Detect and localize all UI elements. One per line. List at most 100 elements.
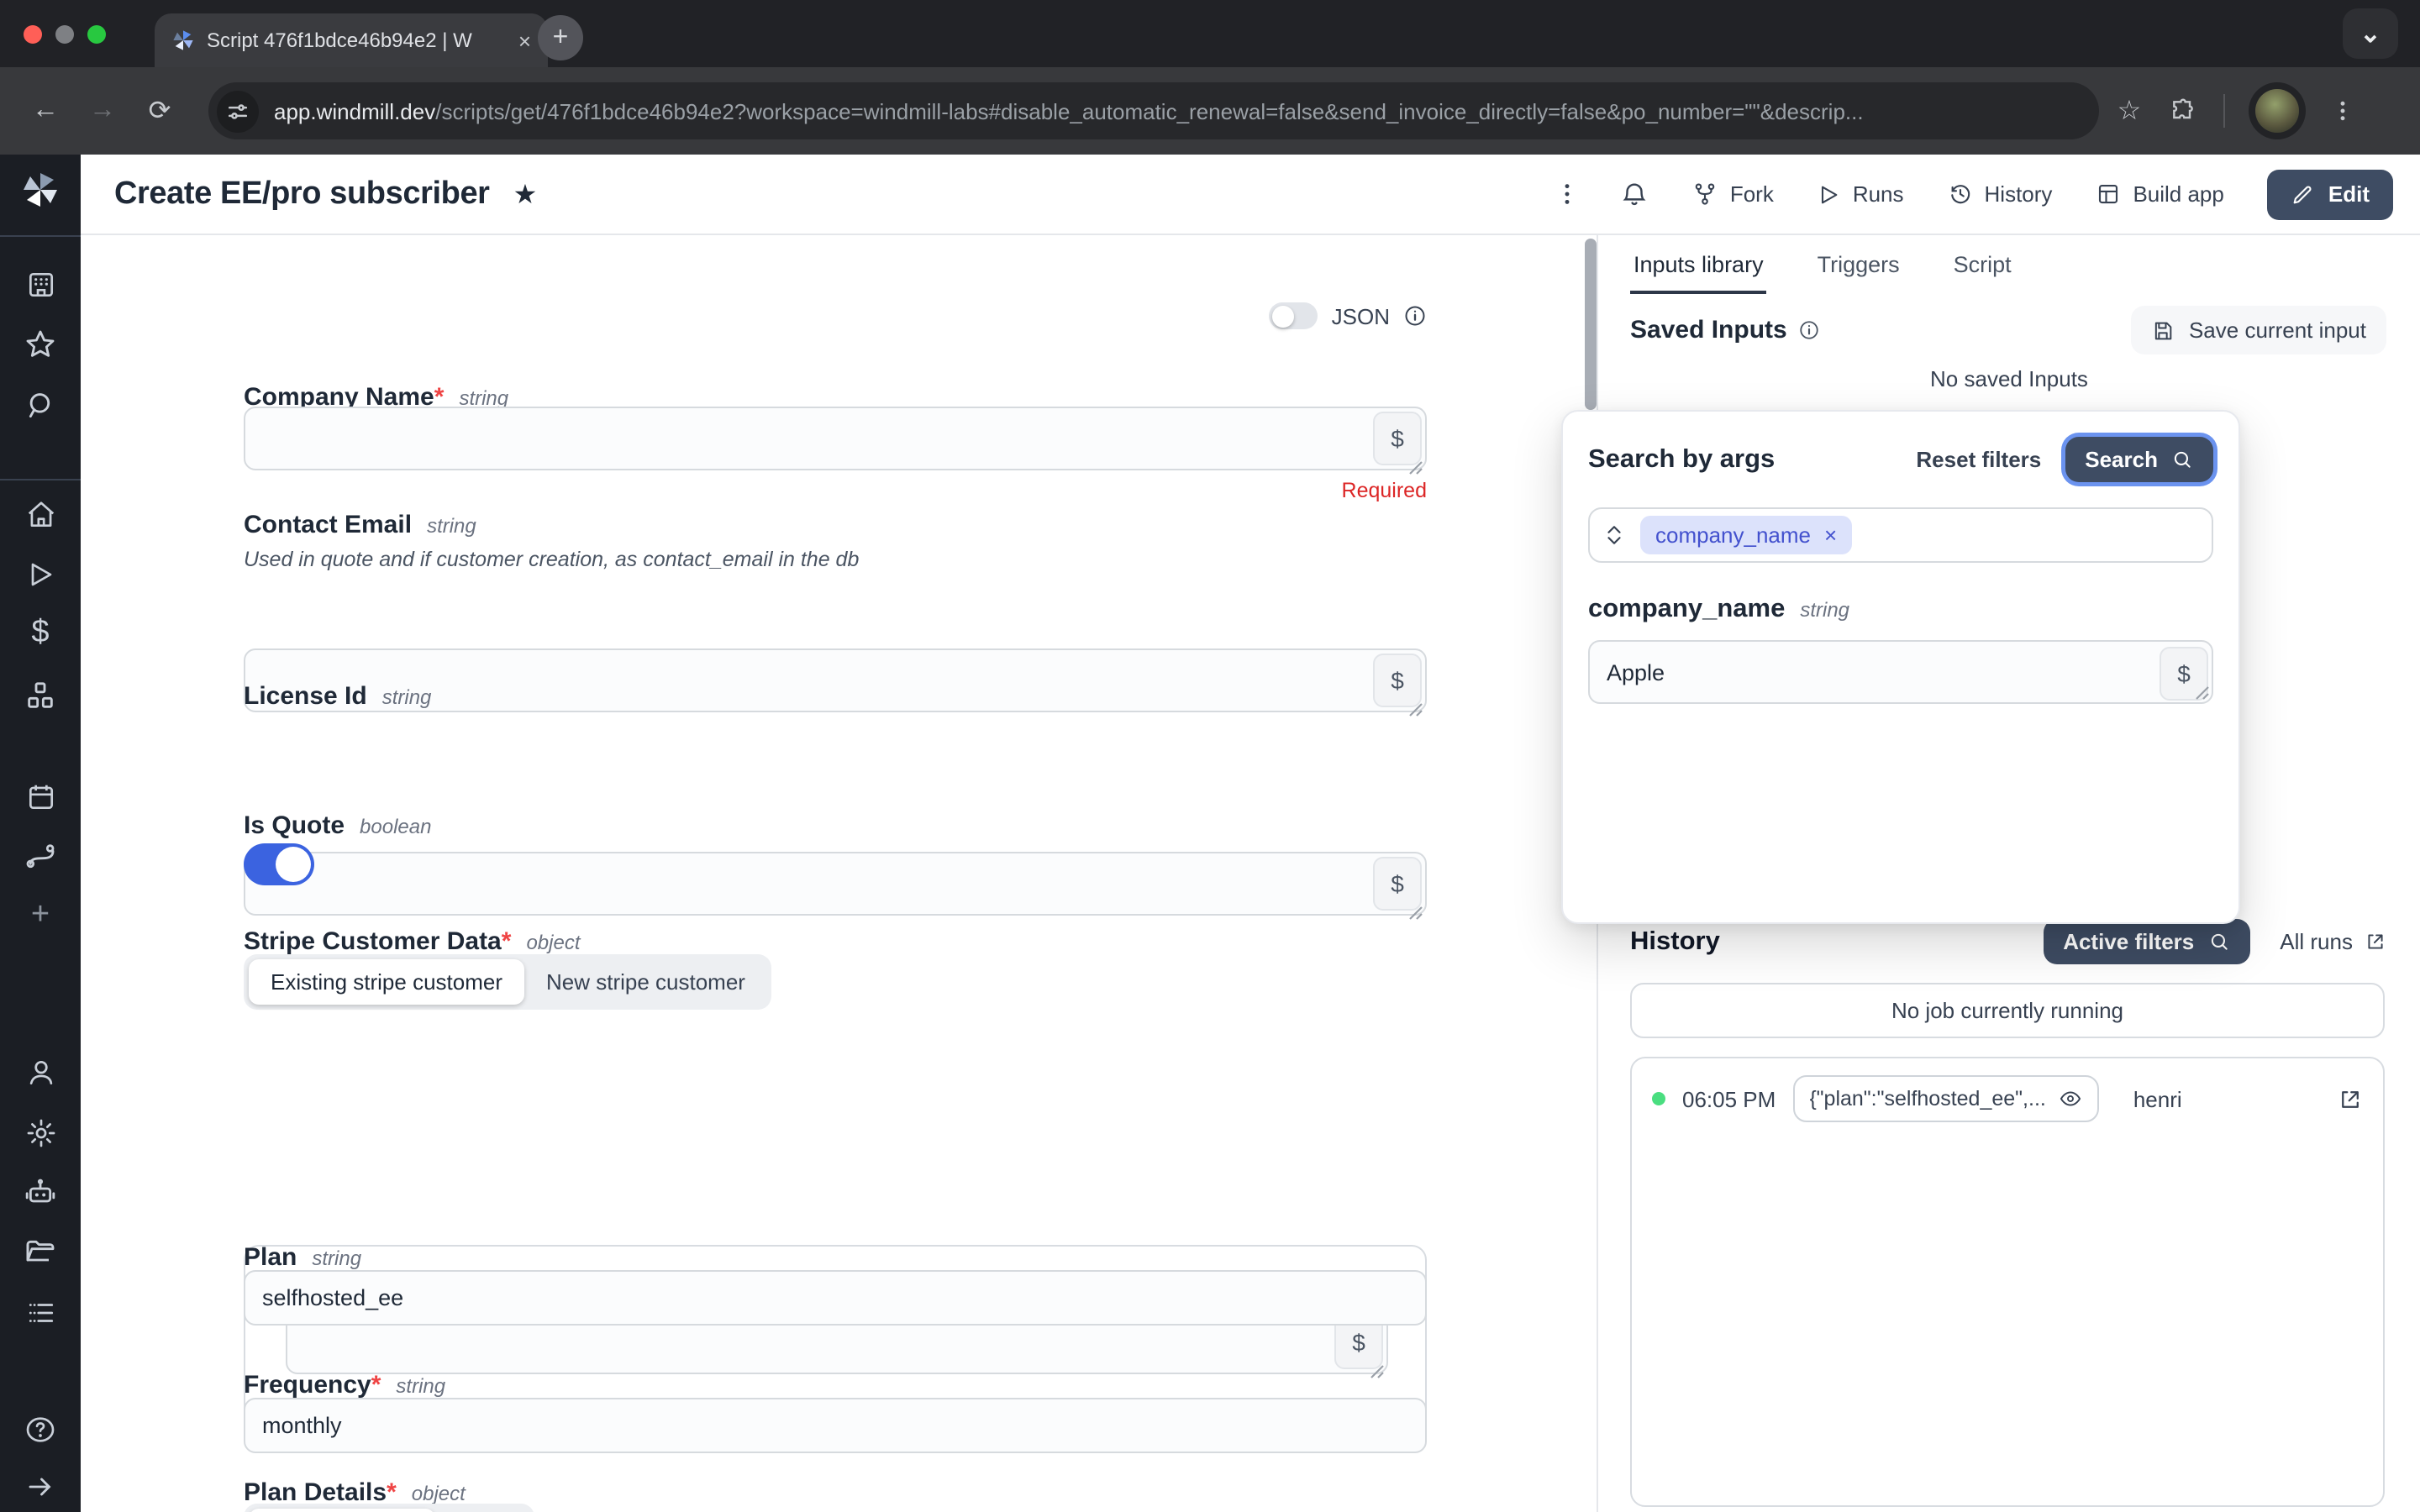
browser-tab[interactable]: Script 476f1bdce46b94e2 | W × [155, 13, 548, 67]
layout-icon [2099, 184, 2118, 204]
sidebar-item-audit-logs[interactable] [0, 1287, 81, 1337]
frequency-label: Frequency [244, 1371, 371, 1399]
license-id-input[interactable] [244, 852, 1427, 916]
search-icon [2174, 451, 2191, 468]
resize-handle-icon[interactable] [1408, 906, 1423, 921]
site-settings-icon[interactable] [217, 90, 259, 132]
zoom-window-button[interactable] [87, 25, 106, 44]
sidebar-item-billing[interactable]: $ [0, 608, 81, 659]
info-icon [1405, 306, 1425, 326]
eye-icon[interactable] [2060, 1087, 2083, 1110]
resize-handle-icon[interactable] [1408, 460, 1423, 475]
plan-details-tab-active[interactable] [249, 1509, 435, 1512]
sidebar-item-settings[interactable] [0, 1107, 81, 1158]
save-current-input-button[interactable]: Save current input [2131, 306, 2386, 354]
sidebar-item-favorites[interactable] [0, 319, 81, 370]
popup-var-button[interactable]: $ [2160, 647, 2208, 701]
sidebar-item-help[interactable] [0, 1404, 81, 1455]
company-name-type: string [459, 386, 509, 410]
search-button[interactable]: Search [2065, 437, 2213, 482]
minimize-window-button[interactable] [55, 25, 74, 44]
close-window-button[interactable] [24, 25, 42, 44]
forward-button[interactable]: → [89, 96, 116, 124]
plan-label-row: Plan string [244, 1243, 1427, 1273]
all-runs-link[interactable]: All runs [2280, 929, 2386, 954]
is-quote-label-row: Is Quote boolean [244, 811, 1427, 842]
plan-details-tab-inactive[interactable] [435, 1509, 529, 1512]
sidebar-item-account[interactable] [0, 1047, 81, 1097]
windmill-logo[interactable] [0, 165, 81, 215]
company-name-var-button[interactable]: $ [1373, 412, 1422, 465]
sidebar-item-add[interactable]: + [0, 890, 81, 941]
is-quote-label: Is Quote [244, 811, 345, 840]
windmill-app: $ + [0, 155, 2420, 1512]
profile-avatar[interactable] [2255, 89, 2299, 133]
more-menu-icon[interactable] [1555, 181, 1581, 207]
resize-handle-icon[interactable] [2195, 685, 2210, 701]
sidebar-item-search[interactable] [0, 380, 81, 430]
sort-updown-icon[interactable] [1603, 524, 1625, 546]
tab-script[interactable]: Script [1953, 252, 2012, 277]
browser-menu-icon[interactable] [2319, 86, 2366, 136]
company-name-field-wrap: $ [244, 407, 1427, 479]
resize-handle-icon[interactable] [1370, 1364, 1385, 1379]
dollar-glyph: $ [31, 615, 50, 650]
is-quote-toggle[interactable] [244, 843, 314, 885]
sidebar-item-ai[interactable] [0, 1168, 81, 1218]
sidebar-expand-arrow[interactable] [0, 1462, 81, 1512]
tab-search-chevron-icon[interactable]: ⌄ [2343, 8, 2398, 59]
sidebar-divider [0, 479, 81, 480]
history-run-row[interactable]: 06:05 PM {"plan":"selfhosted_ee",... hen… [1632, 1058, 2383, 1139]
bookmark-star-icon[interactable]: ☆ [2117, 97, 2142, 126]
plan-input[interactable] [244, 1270, 1427, 1326]
app-header: Create EE/pro subscriber ★ Fork Runs [81, 155, 2420, 235]
frequency-field-wrap [244, 1398, 1427, 1453]
tab-new-stripe-customer[interactable]: New stripe customer [546, 969, 745, 995]
active-filters-button[interactable]: Active filters [2043, 919, 2250, 964]
history-button[interactable]: History [1948, 181, 2052, 207]
company-name-input[interactable] [244, 407, 1427, 470]
json-toggle-label: JSON [1331, 303, 1390, 328]
fork-button[interactable]: Fork [1693, 181, 1774, 207]
sidebar-item-schedules[interactable] [0, 771, 81, 822]
form-scrollbar-thumb[interactable] [1585, 239, 1597, 410]
company-name-filter-value-input[interactable] [1588, 640, 2213, 704]
edit-label: Edit [2328, 181, 2370, 207]
tab-inputs-library[interactable]: Inputs library [1630, 235, 1767, 294]
license-id-field-wrap: $ [244, 852, 1427, 924]
tab-existing-stripe-customer[interactable]: Existing stripe customer [249, 959, 524, 1005]
run-args-chip[interactable]: {"plan":"selfhosted_ee",... [1792, 1075, 2100, 1122]
address-bar[interactable]: app.windmill.dev/scripts/get/476f1bdce46… [208, 82, 2099, 139]
resize-handle-icon[interactable] [1408, 702, 1423, 717]
contact-email-input[interactable] [244, 648, 1427, 712]
args-filter-input[interactable]: company_name × [1588, 507, 2213, 563]
edit-button[interactable]: Edit [2267, 169, 2393, 219]
reload-button[interactable]: ⟳ [148, 97, 171, 126]
back-button[interactable]: ← [32, 96, 59, 124]
sidebar-item-folders[interactable] [0, 1226, 81, 1277]
contact-email-var-button[interactable]: $ [1373, 654, 1422, 707]
reset-filters-button[interactable]: Reset filters [1916, 447, 2042, 472]
build-app-button[interactable]: Build app [2096, 181, 2224, 207]
sidebar-item-flows[interactable] [0, 832, 81, 882]
sidebar-item-resources[interactable] [0, 670, 81, 721]
sidebar-item-workspace[interactable] [0, 259, 81, 309]
save-current-input-label: Save current input [2188, 318, 2366, 343]
sidebar-item-home[interactable] [0, 489, 81, 539]
company-name-filter-chip[interactable]: company_name × [1640, 516, 1853, 554]
notifications-bell-icon[interactable] [1621, 180, 1649, 208]
tab-triggers[interactable]: Triggers [1817, 252, 1900, 277]
run-open-icon[interactable] [2338, 1086, 2363, 1111]
chip-remove-icon[interactable]: × [1824, 522, 1838, 548]
sidebar-item-runs[interactable] [0, 549, 81, 600]
frequency-input[interactable] [244, 1398, 1427, 1453]
json-toggle[interactable] [1269, 302, 1318, 329]
runs-button[interactable]: Runs [1818, 181, 1904, 207]
required-asterisk: * [387, 1478, 397, 1507]
extensions-icon[interactable] [2160, 86, 2207, 136]
license-id-var-button[interactable]: $ [1373, 857, 1422, 911]
favorite-star-icon[interactable]: ★ [513, 181, 538, 209]
new-tab-button[interactable]: + [538, 15, 583, 60]
tab-close-icon[interactable]: × [518, 28, 531, 53]
frequency-type: string [396, 1374, 446, 1398]
